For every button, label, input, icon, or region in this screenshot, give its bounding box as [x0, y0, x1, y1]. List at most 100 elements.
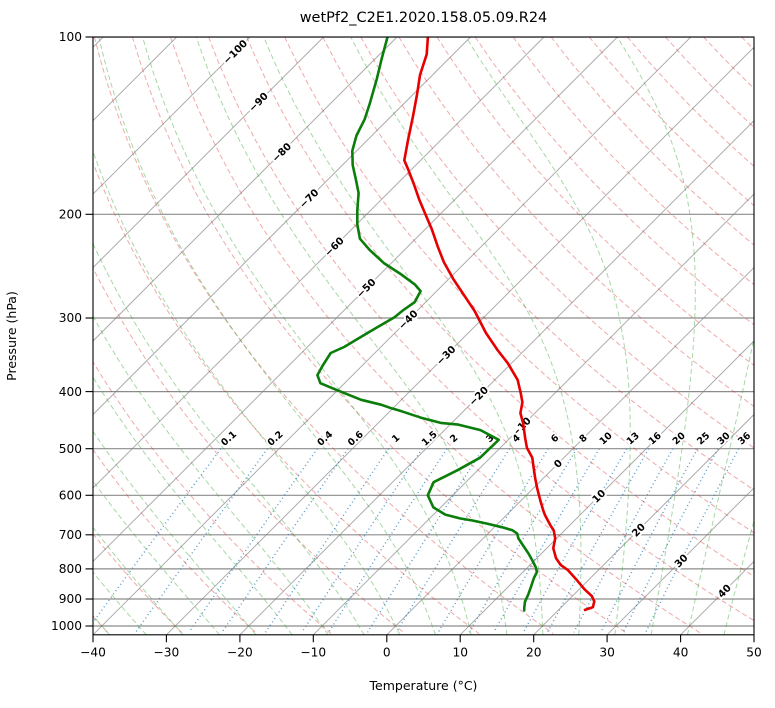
mixing-ratio-label: 1	[388, 431, 404, 447]
svg-text:0.4: 0.4	[315, 429, 335, 449]
isotherm-line	[93, 37, 692, 635]
dry-adiabat-line	[741, 37, 754, 51]
svg-text:13: 13	[625, 430, 642, 447]
dry-adiabat-line	[588, 37, 754, 207]
mixing-ratio-label: 25	[693, 429, 714, 450]
x-tick-label: −20	[227, 645, 253, 659]
y-tick-label: 500	[59, 442, 82, 456]
mixing-ratio-label: 0.6	[344, 427, 368, 450]
moist-adiabat-line	[687, 335, 754, 635]
dewpoint-curve	[316, 37, 539, 612]
mixing-ratio-line	[93, 448, 222, 624]
svg-text:0.6: 0.6	[346, 429, 366, 449]
dry-adiabat-line	[208, 37, 754, 622]
mixing-ratio-line	[468, 448, 578, 633]
moist-adiabat-line	[93, 315, 329, 635]
y-tick-label: 700	[59, 528, 82, 542]
mixing-ratio-line	[135, 448, 269, 633]
svg-text:−20: −20	[467, 385, 491, 409]
moist-adiabat-line	[98, 37, 436, 635]
isotherm-line	[93, 37, 398, 342]
svg-text:−60: −60	[323, 236, 347, 260]
mixing-ratio-line	[221, 448, 349, 633]
isotherm-line	[93, 37, 324, 269]
isotherm-label: −100	[220, 36, 252, 68]
isotherm-label: −90	[245, 89, 273, 117]
moist-adiabat-line	[142, 37, 472, 635]
mixing-ratio-label: 0.4	[314, 427, 338, 450]
y-tick-label: 400	[59, 385, 82, 399]
isotherm-line	[93, 37, 471, 416]
mixing-ratio-line	[645, 448, 740, 633]
dry-adiabat-line	[512, 37, 754, 286]
mixing-ratio-label: 1.5	[418, 427, 441, 450]
dry-adiabat-line	[246, 37, 754, 577]
svg-text:−80: −80	[270, 141, 294, 165]
isotherm-line	[166, 46, 754, 635]
moist-adiabat-line	[616, 37, 696, 635]
chart-title: wetPf2_C2E1.2020.158.05.09.R24	[300, 10, 548, 26]
y-tick-label: 200	[59, 208, 82, 222]
isotherm-label: −20	[465, 383, 493, 411]
x-tick-label: 50	[746, 645, 762, 659]
mixing-ratio-label: 6	[547, 431, 563, 447]
isotherm-line	[459, 340, 754, 635]
svg-text:30: 30	[673, 553, 691, 571]
x-tick-label: −30	[154, 645, 180, 659]
moist-adiabat-line	[350, 37, 582, 635]
dry-adiabat-line	[627, 37, 754, 167]
isotherm-line	[680, 560, 754, 635]
dry-adiabat-line	[170, 37, 702, 635]
x-tick-label: 40	[673, 645, 689, 659]
x-tick-label: 20	[526, 645, 542, 659]
mixing-ratio-line	[546, 448, 650, 633]
y-tick-label: 300	[59, 311, 82, 325]
dry-adiabat-line	[93, 360, 332, 634]
mixing-ratio-line	[328, 448, 448, 633]
y-tick-label: 600	[59, 489, 82, 503]
isotherm-label: 30	[671, 551, 693, 573]
y-tick-label: 1000	[51, 619, 82, 633]
isotherm-line	[312, 193, 754, 635]
dry-adiabat-line	[93, 448, 258, 634]
moist-adiabat-line	[93, 376, 293, 635]
mixing-ratio-line	[600, 448, 699, 633]
moist-adiabats	[93, 37, 754, 635]
dry-adiabats	[93, 37, 754, 635]
moist-adiabat-line	[723, 518, 754, 635]
moist-adiabat-line	[93, 571, 147, 635]
svg-text:1: 1	[390, 433, 402, 446]
isotherm-label: 0	[550, 456, 567, 473]
svg-text:1.5: 1.5	[420, 429, 440, 448]
x-tick-label: 0	[383, 645, 391, 659]
dry-adiabat-line	[93, 615, 110, 634]
dry-adiabat-line	[322, 37, 754, 491]
y-axis-label: Pressure (hPa)	[4, 291, 19, 381]
mixing-ratio-line	[522, 448, 628, 633]
isotherm-line	[93, 37, 545, 489]
dry-adiabat-line	[436, 37, 754, 366]
mixing-ratio-lines	[93, 448, 740, 633]
isotherm-line	[239, 119, 754, 635]
mixing-ratio-line	[301, 448, 423, 633]
mixing-ratio-label: 2	[446, 431, 462, 447]
moist-adiabat-line	[93, 242, 365, 635]
dry-adiabat-line	[474, 37, 754, 326]
mixing-ratio-label: 16	[645, 428, 666, 449]
svg-text:−100: −100	[222, 38, 250, 66]
mixing-ratio-line	[188, 448, 318, 633]
mixing-ratio-line	[437, 448, 549, 633]
isotherm-label: 10	[589, 486, 611, 508]
isotherm-line	[93, 37, 178, 122]
isotherm-line	[753, 634, 754, 635]
dry-adiabat-line	[93, 161, 480, 635]
isotherm-line	[93, 37, 618, 563]
mixing-ratio-line	[367, 448, 484, 633]
isotherm-line	[93, 37, 251, 195]
dry-adiabat-line	[665, 37, 754, 128]
x-tick-label: −40	[80, 645, 106, 659]
moist-adiabat-line	[263, 37, 544, 635]
dry-adiabat-line	[550, 37, 754, 246]
isotherm-line	[606, 487, 754, 635]
